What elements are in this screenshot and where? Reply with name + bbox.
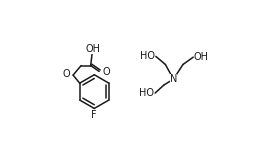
Text: N: N [170,74,177,84]
Text: OH: OH [194,52,209,62]
Text: F: F [91,110,97,120]
Text: O: O [102,67,110,77]
Text: O: O [63,69,70,79]
Text: HO: HO [140,51,155,61]
Text: OH: OH [85,44,100,54]
Text: HO: HO [139,88,154,98]
